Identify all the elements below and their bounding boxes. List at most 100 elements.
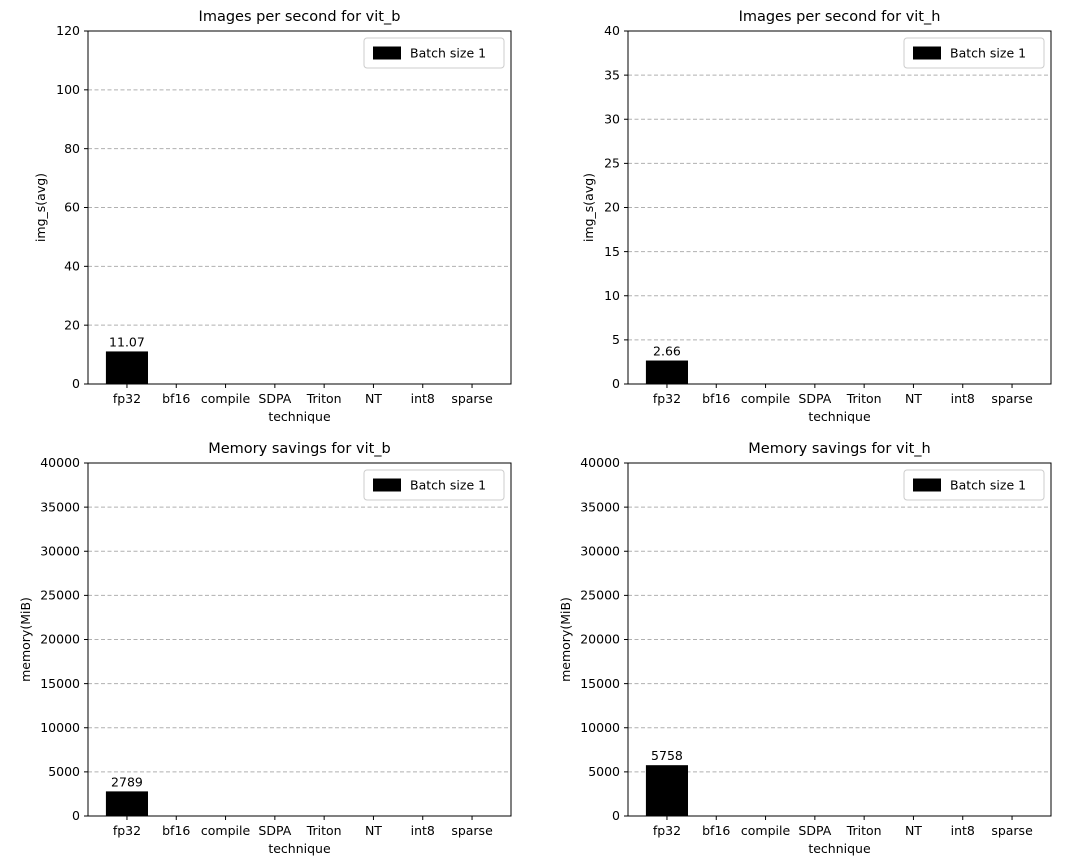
bar-value-label: 11.07 xyxy=(109,334,145,349)
x-axis-tick-label: SDPA xyxy=(258,823,291,838)
x-axis-tick-label: compile xyxy=(741,823,791,838)
legend-swatch xyxy=(373,478,401,492)
y-axis-tick-label: 15 xyxy=(604,244,620,259)
y-axis-tick-label: 35000 xyxy=(580,499,620,514)
y-axis-tick-label: 10 xyxy=(604,288,620,303)
y-axis-tick-label: 10000 xyxy=(580,720,620,735)
x-axis-tick-label: sparse xyxy=(451,823,493,838)
y-axis-tick-label: 25 xyxy=(604,156,620,171)
y-axis-tick-label: 5000 xyxy=(588,764,620,779)
x-axis-tick-label: SDPA xyxy=(798,391,831,406)
chart-svg-memory-savings-vit_b: 2789 0 5000 10000 15000 20000 25000 30000 35000 4… xyxy=(18,441,512,856)
bar-fp32 xyxy=(105,791,149,816)
x-axis-label: technique xyxy=(268,841,331,856)
legend-box xyxy=(363,37,505,69)
x-axis-tick-label: fp32 xyxy=(113,823,141,838)
chart-title: Images per second for vit_b xyxy=(199,9,401,25)
y-axis-tick-label: 80 xyxy=(64,141,80,156)
y-axis-tick-label: 5 xyxy=(612,332,620,347)
x-axis-tick-label: int8 xyxy=(951,391,975,406)
x-axis-tick-label: Triton xyxy=(306,823,342,838)
legend-swatch xyxy=(373,46,401,60)
y-axis-tick-label: 15000 xyxy=(580,676,620,691)
x-axis-tick-label: sparse xyxy=(991,823,1033,838)
x-axis-tick-label: compile xyxy=(741,391,791,406)
bar-value-label: 2.66 xyxy=(653,344,681,359)
x-axis-tick-label: NT xyxy=(365,823,382,838)
x-axis-tick-label: NT xyxy=(365,391,382,406)
chart-svg-images-per-second-vit_h: 2.66 0 5 10 15 20 25 30 35 40 fp32 bf16 compile SDPA T… xyxy=(581,9,1052,424)
y-axis-tick-label: 20000 xyxy=(40,632,80,647)
x-axis-tick-label: NT xyxy=(905,823,922,838)
y-axis-tick-label: 0 xyxy=(72,808,80,823)
legend-label: Batch size 1 xyxy=(950,46,1026,61)
x-axis-tick-label: Triton xyxy=(846,391,882,406)
legend-label: Batch size 1 xyxy=(410,46,486,61)
x-axis-tick-label: sparse xyxy=(991,391,1033,406)
y-axis-tick-label: 10000 xyxy=(40,720,80,735)
bar-value-label: 5758 xyxy=(651,748,683,763)
legend-swatch xyxy=(913,478,941,492)
y-axis-tick-label: 40000 xyxy=(40,455,80,470)
y-axis-tick-label: 0 xyxy=(72,376,80,391)
y-axis-tick-label: 40 xyxy=(604,23,620,38)
x-axis-tick-label: Triton xyxy=(846,823,882,838)
bar-fp32 xyxy=(645,360,689,384)
y-axis-tick-label: 20 xyxy=(604,200,620,215)
y-axis-tick-label: 15000 xyxy=(40,676,80,691)
x-axis-tick-label: fp32 xyxy=(113,391,141,406)
y-axis-tick-label: 25000 xyxy=(580,588,620,603)
bar-value-label: 2789 xyxy=(111,774,143,789)
legend-box xyxy=(903,469,1045,501)
y-axis-tick-label: 60 xyxy=(64,200,80,215)
y-axis-tick-label: 5000 xyxy=(48,764,80,779)
bar-fp32 xyxy=(105,351,149,384)
x-axis-tick-label: compile xyxy=(201,391,251,406)
chart-memory-savings-vit_h: 5758 0 5000 10000 15000 20000 25000 30000 35000 4… xyxy=(540,432,1080,864)
y-axis-tick-label: 20000 xyxy=(580,632,620,647)
y-axis-tick-label: 35000 xyxy=(40,499,80,514)
y-axis-tick-label: 30000 xyxy=(580,543,620,558)
y-axis-label: memory(MiB) xyxy=(558,597,573,682)
y-axis-tick-label: 25000 xyxy=(40,588,80,603)
chart-title: Memory savings for vit_b xyxy=(208,441,390,457)
x-axis-tick-label: fp32 xyxy=(653,391,681,406)
x-axis-tick-label: SDPA xyxy=(798,823,831,838)
y-axis-label: img_s(avg) xyxy=(33,173,48,242)
legend-label: Batch size 1 xyxy=(950,478,1026,493)
x-axis-tick-label: bf16 xyxy=(702,391,730,406)
y-axis-label: img_s(avg) xyxy=(581,173,596,242)
y-axis-tick-label: 30000 xyxy=(40,543,80,558)
x-axis-label: technique xyxy=(808,409,871,424)
y-axis-tick-label: 0 xyxy=(612,376,620,391)
y-axis-tick-label: 20 xyxy=(64,317,80,332)
x-axis-tick-label: bf16 xyxy=(162,391,190,406)
y-axis-tick-label: 30 xyxy=(604,111,620,126)
x-axis-tick-label: bf16 xyxy=(702,823,730,838)
legend-label: Batch size 1 xyxy=(410,478,486,493)
x-axis-tick-label: compile xyxy=(201,823,251,838)
y-axis-tick-label: 0 xyxy=(612,808,620,823)
x-axis-label: technique xyxy=(808,841,871,856)
x-axis-tick-label: NT xyxy=(905,391,922,406)
y-axis-tick-label: 120 xyxy=(56,23,80,38)
x-axis-tick-label: sparse xyxy=(451,391,493,406)
chart-title: Images per second for vit_h xyxy=(739,9,941,25)
bar-fp32 xyxy=(645,765,689,816)
chart-title: Memory savings for vit_h xyxy=(748,441,930,457)
x-axis-tick-label: int8 xyxy=(411,391,435,406)
x-axis-label: technique xyxy=(268,409,331,424)
chart-images-per-second-vit_b: 11.07 0 20 40 60 80 100 120 fp32 bf16 compile SDPA T… xyxy=(0,0,540,432)
y-axis-tick-label: 35 xyxy=(604,67,620,82)
chart-svg-images-per-second-vit_b: 11.07 0 20 40 60 80 100 120 fp32 bf16 compile SDPA T… xyxy=(33,9,512,424)
x-axis-tick-label: int8 xyxy=(411,823,435,838)
y-axis-tick-label: 40 xyxy=(64,259,80,274)
x-axis-tick-label: Triton xyxy=(306,391,342,406)
x-axis-tick-label: fp32 xyxy=(653,823,681,838)
legend-swatch xyxy=(913,46,941,60)
y-axis-tick-label: 100 xyxy=(56,82,80,97)
y-axis-tick-label: 40000 xyxy=(580,455,620,470)
x-axis-tick-label: bf16 xyxy=(162,823,190,838)
chart-svg-memory-savings-vit_h: 5758 0 5000 10000 15000 20000 25000 30000 35000 4… xyxy=(558,441,1052,856)
